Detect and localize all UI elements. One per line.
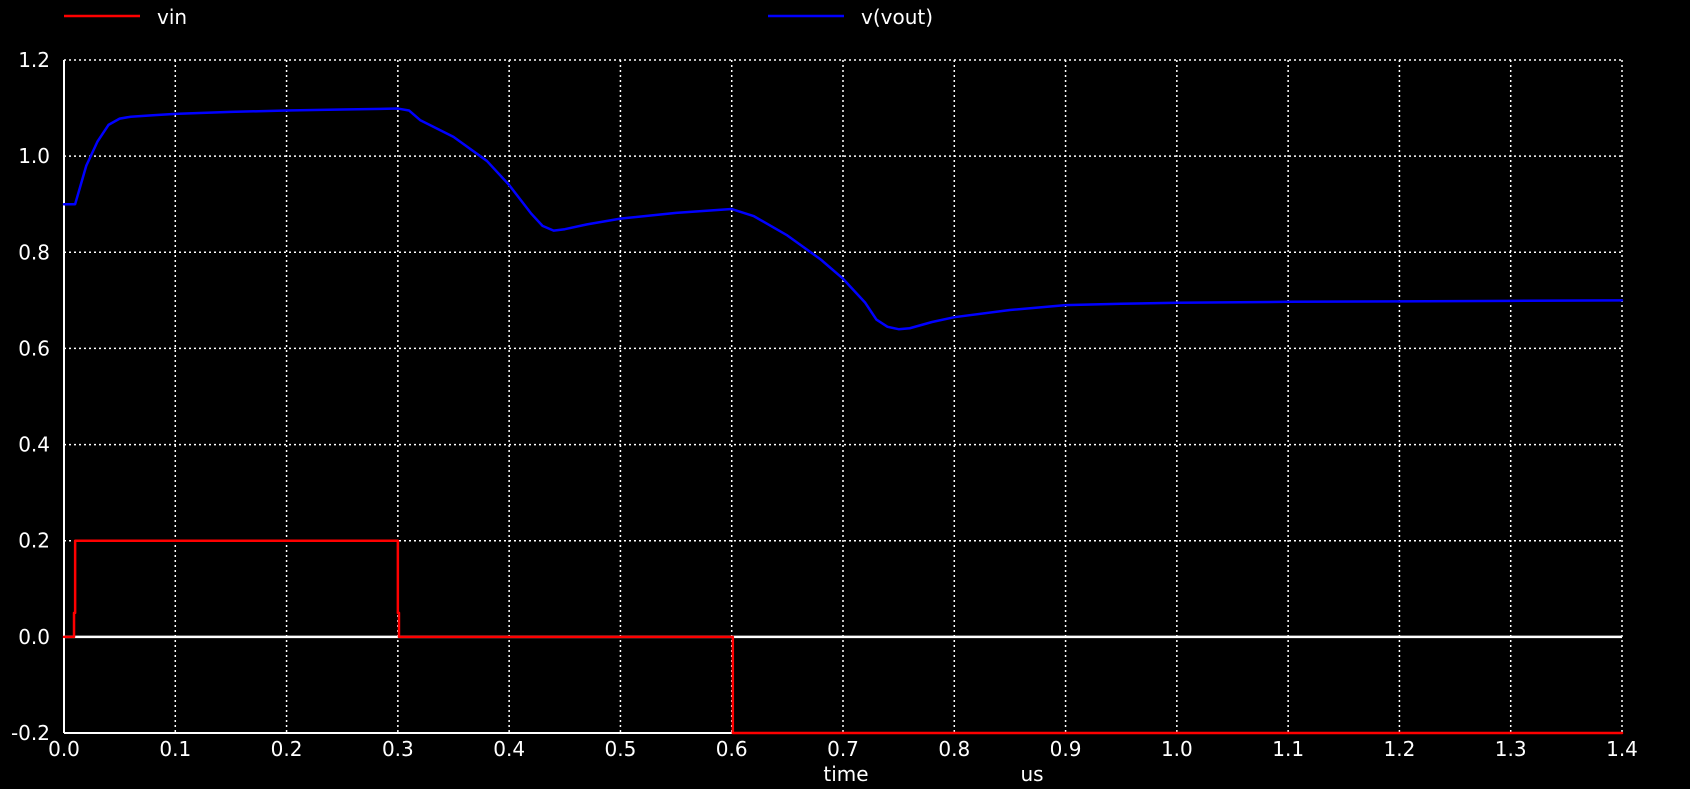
x-tick-label: 1.2 — [1384, 737, 1416, 761]
y-tick-label: 1.0 — [18, 144, 50, 168]
x-tick-label: 1.4 — [1606, 737, 1638, 761]
series-layer — [62, 107, 1624, 735]
x-tick-label: 0.4 — [493, 737, 525, 761]
y-tick-label: -0.2 — [11, 721, 50, 745]
y-tick-label: 0.0 — [18, 625, 50, 649]
legend: vin v(vout) — [64, 5, 933, 29]
x-tick-label: 1.0 — [1161, 737, 1193, 761]
x-tick-label: 1.3 — [1495, 737, 1527, 761]
x-axis-unit: us — [1020, 762, 1043, 786]
x-tick-label: 0.2 — [271, 737, 303, 761]
x-tick-label: 0.7 — [827, 737, 859, 761]
x-axis-label: time — [823, 762, 868, 786]
y-tick-label: 0.6 — [18, 336, 50, 360]
y-tick-label: 0.4 — [18, 433, 50, 457]
y-axis-ticks: 1.2 1.0 0.8 0.6 0.4 0.2 0.0 -0.2 — [11, 48, 50, 745]
x-tick-label: 0.0 — [48, 737, 80, 761]
x-tick-label: 1.1 — [1272, 737, 1304, 761]
series-line-vin — [62, 539, 1624, 735]
y-tick-label: 0.8 — [18, 240, 50, 264]
y-tick-label: 1.2 — [18, 48, 50, 72]
series-line-v-vout — [62, 107, 1624, 331]
x-tick-label: 0.3 — [382, 737, 414, 761]
legend-label: vin — [157, 5, 187, 29]
x-tick-label: 0.1 — [159, 737, 191, 761]
x-tick-label: 0.6 — [716, 737, 748, 761]
y-tick-label: 0.2 — [18, 529, 50, 553]
legend-label: v(vout) — [861, 5, 933, 29]
x-tick-label: 0.9 — [1050, 737, 1082, 761]
x-axis-ticks: 0.0 0.1 0.2 0.3 0.4 0.5 0.6 0.7 0.8 0.9 1.0 1.1 1.2 1… — [48, 737, 1638, 761]
x-tick-label: 0.5 — [605, 737, 637, 761]
grid — [64, 59, 1623, 733]
x-tick-label: 0.8 — [938, 737, 970, 761]
